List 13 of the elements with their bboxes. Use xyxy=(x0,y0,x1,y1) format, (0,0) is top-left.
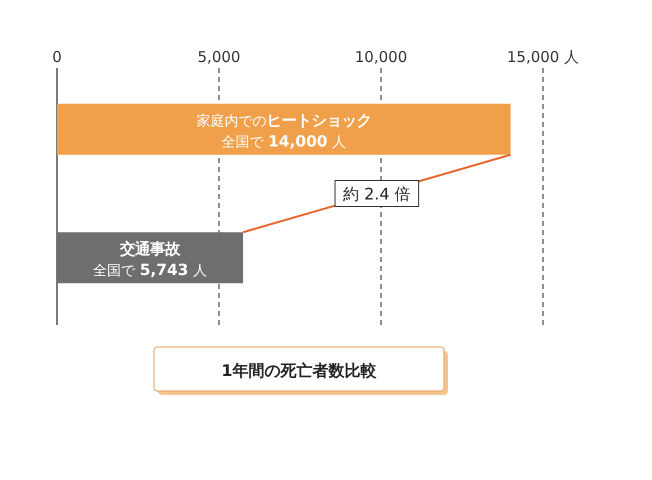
bar: 交通事故 全国で 5,743 人 xyxy=(57,232,244,284)
y-tick-label: 家庭内でのヒートショック xyxy=(196,111,372,130)
x-tick-label: 10,000 xyxy=(354,48,408,66)
annotation: 約 2.4 倍 xyxy=(343,184,411,204)
x-tick-label: 15,000 人 xyxy=(506,48,580,66)
annotation: 約 2.4 倍 xyxy=(334,180,420,207)
x-tick-label: 0 xyxy=(52,48,62,66)
x-tick-label: 5,000 xyxy=(198,48,240,66)
data-label: 全国で 14,000 人 xyxy=(222,132,346,150)
title: 1年間の死亡者数比較 xyxy=(154,346,448,395)
y-tick-label: 交通事故 xyxy=(119,240,182,258)
bar: 家庭内でのヒートショック 全国で 14,000 人 xyxy=(57,104,511,155)
data-label: 全国で 5,743 人 xyxy=(93,260,207,279)
